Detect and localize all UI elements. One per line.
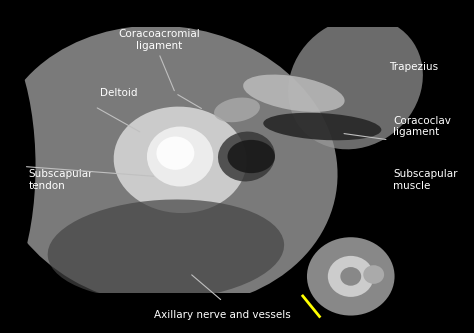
Text: Trapezius: Trapezius (389, 62, 438, 72)
Circle shape (363, 265, 384, 284)
Text: Subscapular
tendon: Subscapular tendon (28, 169, 93, 190)
Ellipse shape (214, 98, 260, 122)
Text: Coracoacromial
ligament: Coracoacromial ligament (118, 29, 200, 51)
Text: Subscapular
muscle: Subscapular muscle (393, 169, 458, 190)
Text: Coracoclav
ligament: Coracoclav ligament (393, 116, 451, 137)
Ellipse shape (0, 17, 36, 316)
Ellipse shape (263, 113, 382, 140)
Circle shape (228, 140, 275, 173)
Text: Deltoid: Deltoid (100, 88, 137, 98)
Text: Axillary nerve and vessels: Axillary nerve and vessels (155, 310, 291, 320)
Ellipse shape (218, 132, 275, 181)
Bar (0, 0, 474, 27)
Ellipse shape (114, 107, 246, 213)
Circle shape (307, 237, 394, 316)
Ellipse shape (288, 17, 423, 149)
Ellipse shape (147, 127, 213, 186)
Ellipse shape (48, 199, 284, 300)
Ellipse shape (243, 75, 345, 112)
Bar (0, 293, 294, 333)
Circle shape (340, 267, 361, 286)
Circle shape (328, 256, 374, 297)
Ellipse shape (156, 137, 194, 170)
Ellipse shape (0, 26, 337, 307)
